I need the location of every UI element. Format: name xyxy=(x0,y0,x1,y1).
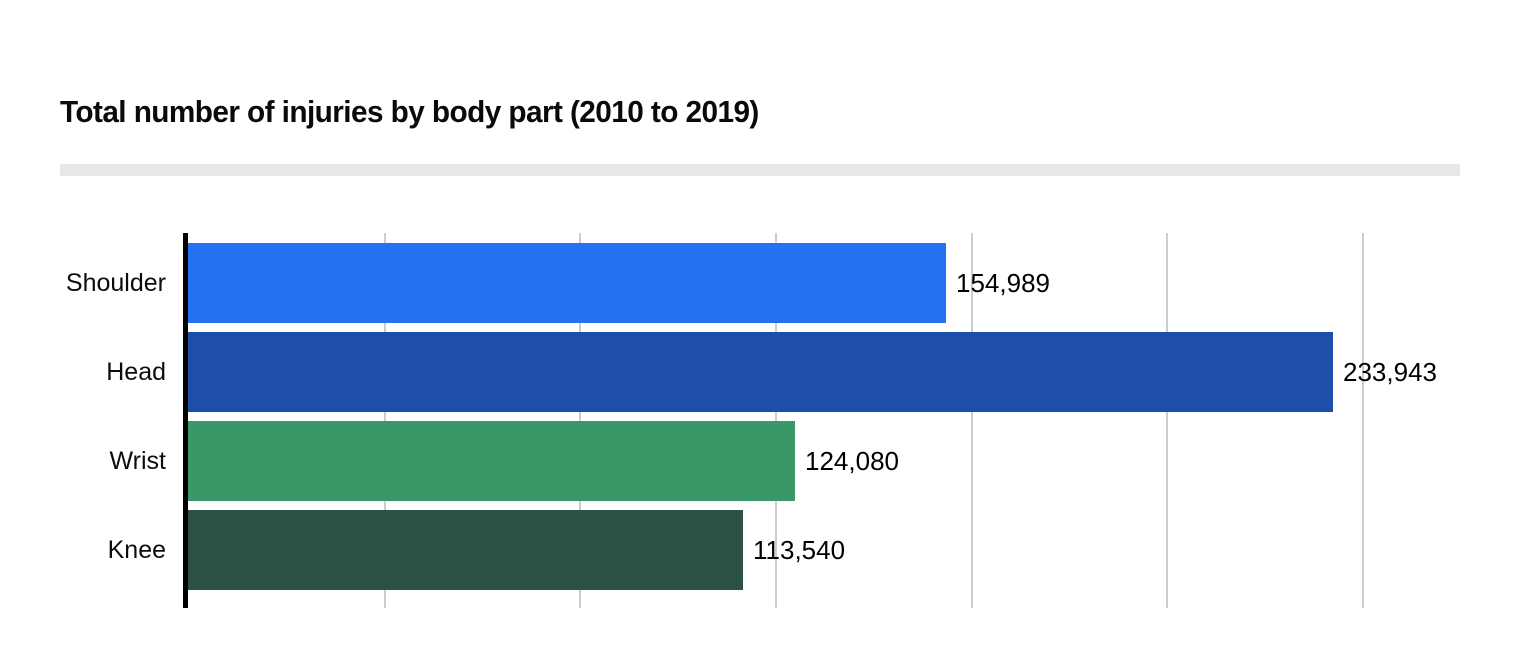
plot-area: 154,989 233,943 124,080 113,540 xyxy=(188,233,1460,608)
gridline-160000 xyxy=(971,233,973,608)
value-label-knee: 113,540 xyxy=(753,534,846,565)
title-divider xyxy=(60,164,1460,176)
y-axis-line xyxy=(183,233,188,608)
bar-chart: Shoulder Head Wrist Knee 154,989 233,943 124,… xyxy=(60,233,1460,608)
category-axis-labels: Shoulder Head Wrist Knee xyxy=(60,233,166,608)
value-label-head: 233,943 xyxy=(1343,356,1437,387)
category-label-head: Head xyxy=(106,357,166,386)
gridline-80000 xyxy=(579,233,581,608)
gridline-200000 xyxy=(1166,233,1168,608)
bar-head xyxy=(188,332,1333,412)
gridline-40000 xyxy=(384,233,386,608)
gridline-240000 xyxy=(1362,233,1364,608)
category-label-shoulder: Shoulder xyxy=(65,268,166,297)
bar-shoulder xyxy=(188,243,946,323)
category-label-knee: Knee xyxy=(107,535,166,564)
bar-wrist xyxy=(188,421,795,501)
value-label-shoulder: 154,989 xyxy=(956,267,1050,298)
value-label-wrist: 124,080 xyxy=(805,445,899,476)
category-label-wrist: Wrist xyxy=(109,446,166,475)
gridline-120000 xyxy=(775,233,777,608)
chart-title: Total number of injuries by body part (2… xyxy=(60,94,759,129)
bar-knee xyxy=(188,510,743,590)
